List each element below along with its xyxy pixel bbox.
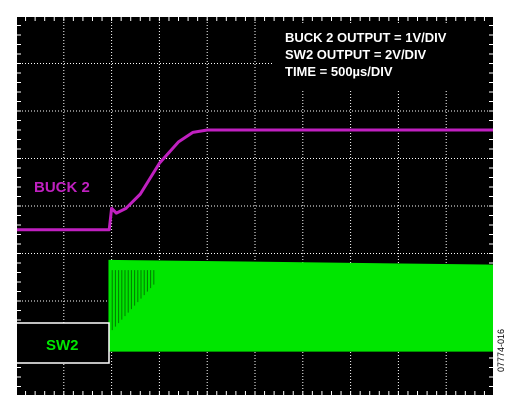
annotation-line: SW2 OUTPUT = 2V/DIV	[285, 47, 427, 62]
screen-border	[15, 15, 495, 397]
sw2-label-box	[15, 322, 110, 364]
annotation-line: TIME = 500µs/DIV	[285, 64, 393, 79]
sw2-label: SW2	[46, 337, 79, 354]
annotation-line: BUCK 2 OUTPUT = 1V/DIV	[285, 30, 447, 45]
buck2-label: BUCK 2	[34, 179, 90, 196]
annotation-box	[274, 24, 488, 90]
figure-id-label: 07774-016	[496, 328, 506, 372]
buck2-trace	[16, 128, 494, 232]
